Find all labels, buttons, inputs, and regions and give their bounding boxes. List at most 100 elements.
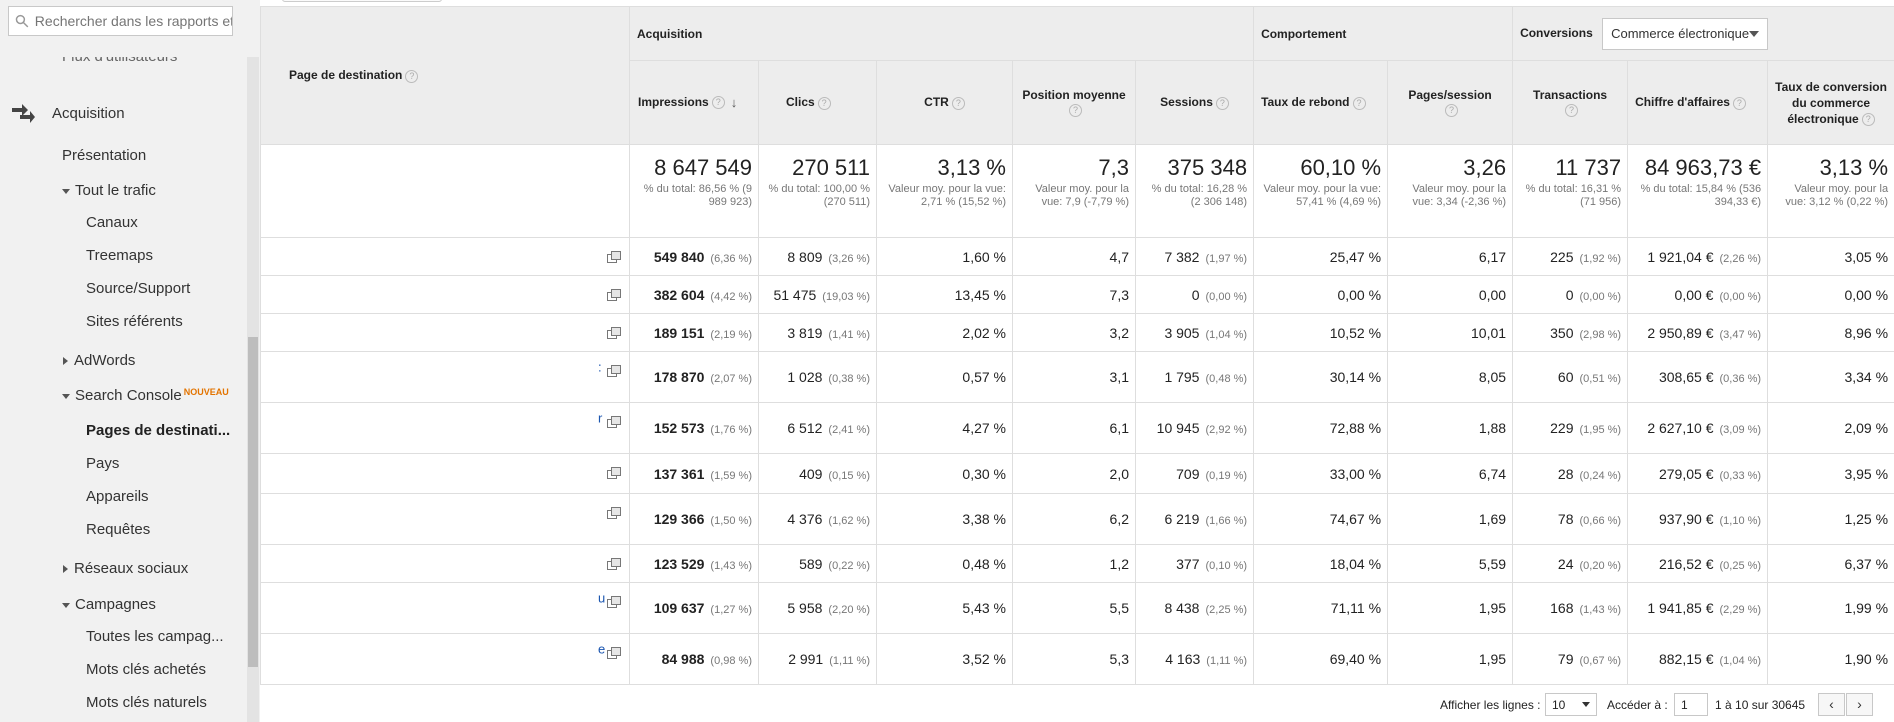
landing-page-url[interactable]: : xyxy=(598,359,602,375)
sidebar-item-referrals[interactable]: Sites référents xyxy=(86,313,183,330)
external-link-icon[interactable] xyxy=(607,558,621,570)
transactions-percent: (0,66 %) xyxy=(1579,515,1622,527)
sidebar-scrollbar-thumb[interactable] xyxy=(248,337,258,667)
landing-page-cell[interactable]: 3. xyxy=(260,313,630,352)
table-row[interactable]: 3. 189 151 (2,19 %) 3 819 (1,41 %) 2,02 % 3,2 3… xyxy=(260,313,1894,352)
help-icon[interactable]: ? xyxy=(405,69,419,83)
landing-page-cell[interactable]: 2. xyxy=(260,275,630,314)
clicks-percent: (2,41 %) xyxy=(828,424,870,436)
table-row[interactable]: 2. 382 604 (4,42 %) 51 475 (19,03 %) 13,45 % 7… xyxy=(260,275,1894,314)
help-icon[interactable]: ? xyxy=(711,96,725,110)
prev-page-button[interactable]: ‹ xyxy=(1818,693,1845,716)
top-tab-edge xyxy=(282,0,442,2)
sidebar-item-devices[interactable]: Appareils xyxy=(86,488,149,505)
table-row[interactable]: 5.r 152 573 (1,76 %) 6 512 (2,41 %) 4,27 % 6,1… xyxy=(260,402,1894,454)
external-link-icon[interactable] xyxy=(607,596,621,608)
help-icon[interactable]: ? xyxy=(1732,96,1746,110)
conversion-type-select[interactable]: Commerce électronique xyxy=(1602,17,1769,50)
sidebar-item-acquisition[interactable]: Acquisition xyxy=(52,105,125,122)
landing-page-cell[interactable]: 5.r xyxy=(260,402,630,454)
ctr-cell: 0,57 % xyxy=(876,351,1013,403)
sidebar-item-all-traffic[interactable]: Tout le trafic xyxy=(62,182,156,199)
sessions-cell: 7 382 (1,97 %) xyxy=(1134,237,1255,276)
external-link-icon[interactable] xyxy=(607,416,621,428)
conv-rate-cell: 1,99 % xyxy=(1767,582,1894,634)
impressions-percent: (1,27 %) xyxy=(710,604,752,616)
table-row[interactable]: 9.u 109 637 (1,27 %) 5 958 (2,20 %) 5,43 % 5,5… xyxy=(260,582,1894,634)
landing-page-cell[interactable]: 1. xyxy=(260,237,630,276)
help-icon[interactable]: ? xyxy=(817,96,831,110)
rows-per-page-select[interactable]: 10 xyxy=(1545,693,1597,716)
external-link-icon[interactable] xyxy=(607,327,621,339)
col-transactions[interactable]: Transactions? xyxy=(1512,60,1629,145)
external-link-icon[interactable] xyxy=(607,647,621,659)
table-row[interactable]: 4.: 178 870 (2,07 %) 1 028 (0,38 %) 0,57 % 3,1… xyxy=(260,351,1894,403)
help-icon[interactable]: ? xyxy=(1445,103,1459,117)
landing-page-cell[interactable]: 8. xyxy=(260,544,630,583)
sidebar-item-treemaps[interactable]: Treemaps xyxy=(86,247,153,264)
help-icon[interactable]: ? xyxy=(1215,96,1229,110)
landing-page-cell[interactable]: 10.e xyxy=(260,633,630,685)
goto-page-input[interactable]: 1 xyxy=(1674,693,1708,716)
sidebar-item-landing-pages[interactable]: Pages de destinati... xyxy=(86,422,231,439)
col-position[interactable]: Position moyenne? xyxy=(1012,60,1136,145)
external-link-icon[interactable] xyxy=(607,507,621,519)
total-pages-session: 3,26 Valeur moy. pour la vue: 3,34 (-2,36… xyxy=(1387,144,1514,238)
clicks-value: 409 xyxy=(799,465,823,482)
sidebar-item-queries[interactable]: Requêtes xyxy=(86,521,151,538)
table-row[interactable]: 8. 123 529 (1,43 %) 589 (0,22 %) 0,48 % 1,2 377… xyxy=(260,544,1894,583)
help-icon[interactable]: ? xyxy=(1861,112,1875,126)
col-impressions[interactable]: Impressions? ↓ xyxy=(629,60,759,145)
col-ctr[interactable]: CTR? xyxy=(876,60,1013,145)
external-link-icon[interactable] xyxy=(607,365,621,377)
help-icon[interactable]: ? xyxy=(1352,96,1366,110)
table-row[interactable]: 1. 549 840 (6,36 %) 8 809 (3,26 %) 1,60 % 4,7 7… xyxy=(260,237,1894,276)
next-page-button[interactable]: › xyxy=(1846,693,1873,716)
landing-page-cell[interactable]: 9.u xyxy=(260,582,630,634)
landing-page-cell[interactable]: 7. xyxy=(260,493,630,545)
landing-page-url[interactable]: r xyxy=(598,410,603,426)
sort-down-icon[interactable]: ↓ xyxy=(730,95,738,111)
sidebar-item-organic-keywords[interactable]: Mots clés naturels xyxy=(86,694,207,711)
sidebar-item-source-medium[interactable]: Source/Support xyxy=(86,280,191,297)
landing-page-url[interactable]: u xyxy=(598,590,606,606)
impressions-value: 178 870 xyxy=(653,369,705,385)
col-label: Clics xyxy=(786,95,815,110)
table-row[interactable]: 10.e 84 988 (0,98 %) 2 991 (1,11 %) 3,52 % 5,3… xyxy=(260,633,1894,685)
landing-page-cell[interactable]: 6. xyxy=(260,453,630,494)
col-bounce[interactable]: Taux de rebond? xyxy=(1253,60,1389,145)
table-row[interactable]: 6. 137 361 (1,59 %) 409 (0,15 %) 0,30 % 2,0 709… xyxy=(260,453,1894,494)
sidebar-item-label: Réseaux sociaux xyxy=(74,560,189,577)
col-clicks[interactable]: Clics? xyxy=(758,60,877,145)
search-input[interactable] xyxy=(34,13,232,29)
sidebar-item-campaigns[interactable]: Campagnes xyxy=(62,596,156,613)
help-icon[interactable]: ? xyxy=(951,96,965,110)
col-sessions[interactable]: Sessions? xyxy=(1134,60,1255,145)
sessions-percent: (2,25 %) xyxy=(1205,604,1248,616)
sidebar-item-adwords[interactable]: AdWords xyxy=(63,352,135,369)
sidebar-item-countries[interactable]: Pays xyxy=(86,455,120,472)
landing-page-url[interactable]: e xyxy=(598,641,606,657)
external-link-icon[interactable] xyxy=(607,467,621,479)
col-pages-session[interactable]: Pages/session? xyxy=(1387,60,1514,145)
sidebar-item-search-console[interactable]: Search Console NOUVEAU xyxy=(62,387,229,404)
impressions-value: 137 361 xyxy=(653,465,705,482)
external-link-icon[interactable] xyxy=(607,251,621,263)
col-conv-rate[interactable]: Taux de conversion du commerce électroni… xyxy=(1767,60,1894,145)
external-link-icon[interactable] xyxy=(607,289,621,301)
revenue-cell: 308,65 € (0,36 %) xyxy=(1627,351,1769,403)
sidebar-scrollbar[interactable] xyxy=(247,57,259,722)
sidebar-item-channels[interactable]: Canaux xyxy=(86,214,138,231)
sidebar-item-social[interactable]: Réseaux sociaux xyxy=(63,560,188,577)
landing-page-cell[interactable]: 4.: xyxy=(260,351,630,403)
help-icon[interactable]: ? xyxy=(1565,103,1579,117)
dimension-header[interactable]: Page de destination? xyxy=(260,6,630,145)
table-row[interactable]: 7. 129 366 (1,50 %) 4 376 (1,62 %) 3,38 % 6,2 6… xyxy=(260,493,1894,545)
sidebar-item-presentation[interactable]: Présentation xyxy=(62,147,147,164)
col-revenue[interactable]: Chiffre d'affaires? xyxy=(1627,60,1769,145)
search-box[interactable] xyxy=(8,6,233,36)
impressions-cell: 84 988 (0,98 %) xyxy=(629,633,759,685)
help-icon[interactable]: ? xyxy=(1069,103,1082,117)
sidebar-item-all-campaigns[interactable]: Toutes les campag... xyxy=(86,628,224,645)
sidebar-item-paid-keywords[interactable]: Mots clés achetés xyxy=(86,661,207,678)
